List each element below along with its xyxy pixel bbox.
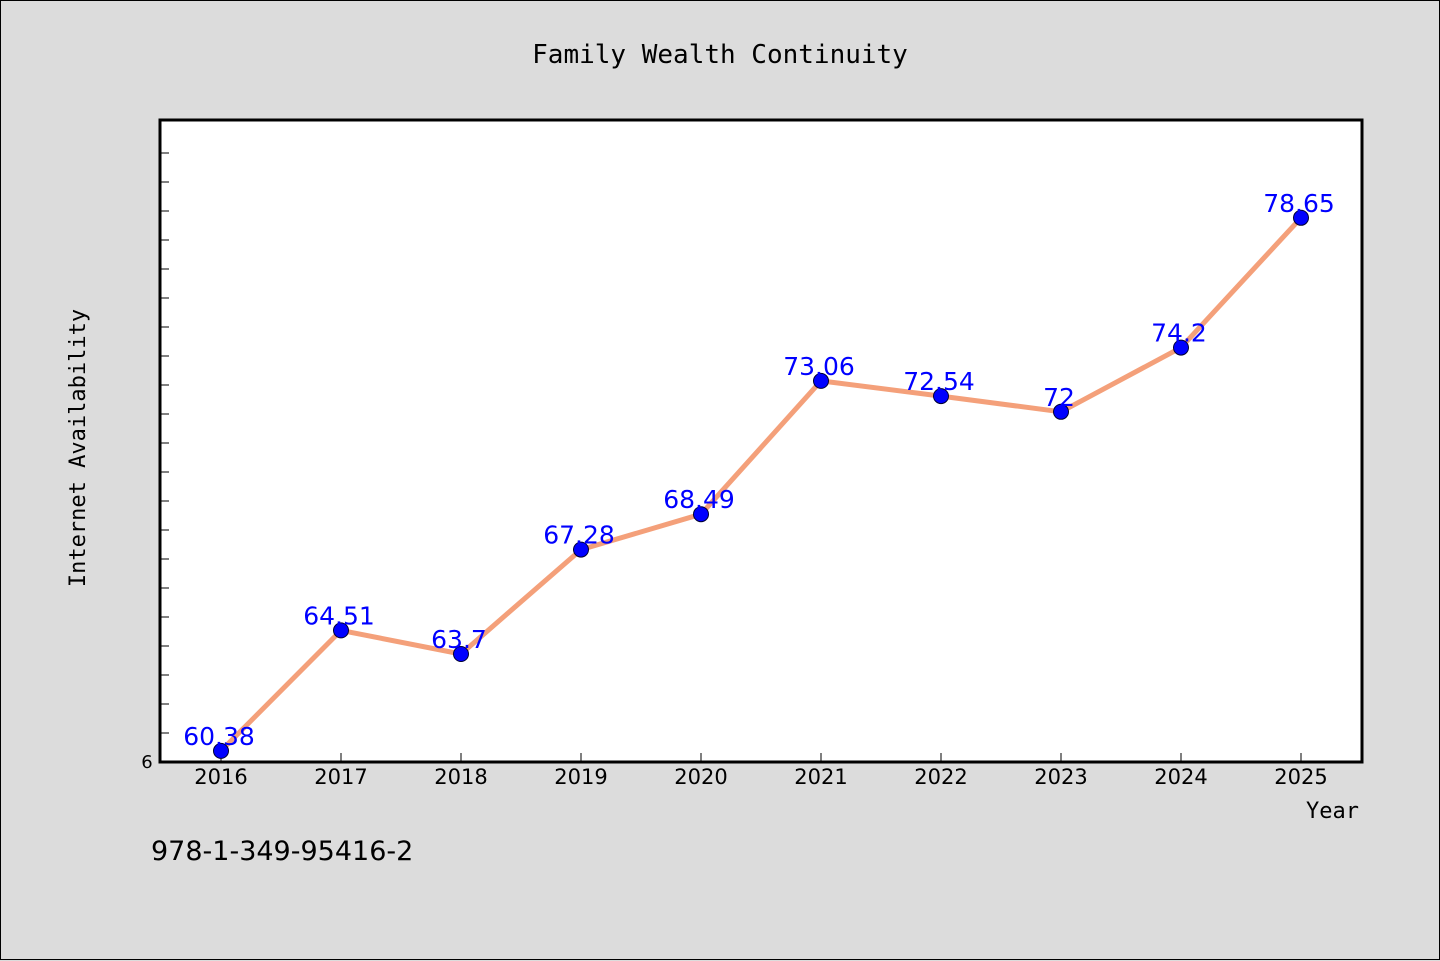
data-label: 72.54 <box>903 367 975 396</box>
data-label: 73.06 <box>783 352 855 381</box>
data-label: 72 <box>1043 383 1075 412</box>
y-tick-label: 6 <box>141 752 152 773</box>
x-tick-label: 2025 <box>1274 765 1327 789</box>
x-tick-label: 2024 <box>1154 765 1207 789</box>
data-label: 67.28 <box>543 521 615 550</box>
data-label: 78.65 <box>1263 189 1335 218</box>
data-point <box>333 622 349 639</box>
data-point <box>813 372 829 389</box>
data-label: 68.49 <box>663 485 735 514</box>
x-axis-label: Year <box>1306 799 1359 824</box>
x-tick-label: 2016 <box>194 765 247 789</box>
plot-area <box>158 118 1364 764</box>
data-point <box>573 541 589 558</box>
series-line <box>218 215 1304 754</box>
x-tick-label: 2019 <box>554 765 607 789</box>
x-tick-label: 2022 <box>914 765 967 789</box>
data-label: 74.2 <box>1151 319 1207 348</box>
x-tick-label: 2017 <box>314 765 367 789</box>
data-labels: 60.38 64.51 63.7 67.28 68.49 73.06 72.54 72 74.2… <box>183 189 1335 751</box>
x-tick-label: 2020 <box>674 765 727 789</box>
data-point <box>933 388 949 405</box>
chart-title: Family Wealth Continuity <box>532 40 908 70</box>
data-point <box>453 646 469 662</box>
x-tick-label: 2018 <box>434 765 487 789</box>
data-point <box>1173 339 1189 356</box>
x-tick-label: 2021 <box>794 765 847 789</box>
y-axis-label: Internet Availability <box>66 309 91 587</box>
data-point <box>693 506 709 523</box>
y-axis-ticks <box>160 152 169 763</box>
data-points <box>213 209 1309 759</box>
data-label: 64.51 <box>303 601 375 630</box>
data-point <box>1293 209 1309 226</box>
data-point <box>213 742 229 759</box>
footnote: 978-1-349-95416-2 <box>151 836 414 867</box>
x-tick-label: 2023 <box>1034 765 1087 789</box>
data-point <box>1053 403 1069 420</box>
data-label: 63.7 <box>431 625 487 654</box>
data-label: 60.38 <box>183 722 255 751</box>
